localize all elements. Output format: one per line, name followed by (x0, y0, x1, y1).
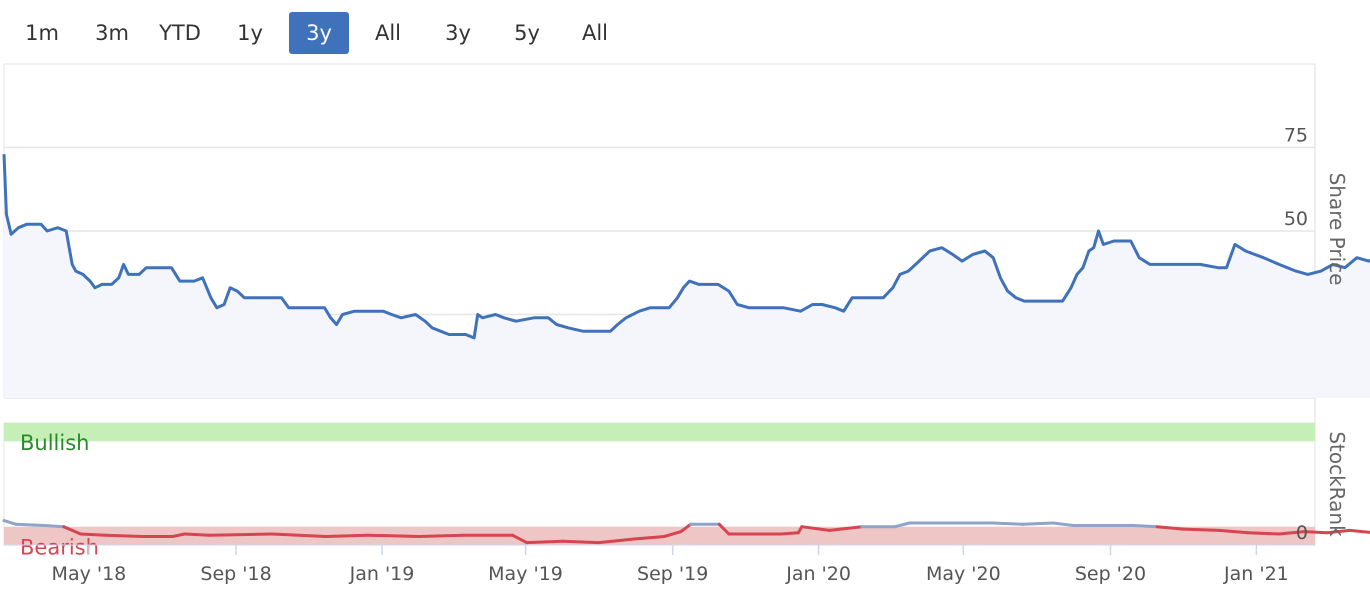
stockrank-line-segment (43, 524, 66, 529)
stockrank-line-segment (104, 533, 145, 538)
price-tick-label: 50 (1284, 208, 1308, 230)
x-tick-label: May '18 (52, 563, 127, 585)
stockrank-axis-title: StockRank (1325, 431, 1349, 537)
range-button-3y-active[interactable]: 3y (289, 12, 349, 54)
stockrank-line-segment (183, 532, 212, 537)
x-tick-label: Sep '20 (1075, 563, 1146, 585)
bullish-label: Bullish (20, 431, 89, 455)
x-tick-label: Jan '21 (1223, 563, 1289, 585)
bearish-label: Bearish (20, 536, 99, 560)
bullish-band (4, 423, 1315, 442)
price-line (2, 154, 1370, 340)
stockrank-line-segment (270, 532, 328, 538)
stockrank-line-segment (990, 521, 1025, 526)
range-button-5y[interactable]: 5y (514, 21, 540, 45)
stockrank-line-segment (1246, 531, 1281, 536)
stockrank-panel: Bullish Bearish 0 StockRank (2, 422, 1370, 560)
price-tick-label: 75 (1284, 125, 1308, 147)
stockrank-line-segment (827, 525, 864, 532)
range-button-ytd[interactable]: YTD (159, 21, 201, 45)
stockrank-line-segment (62, 525, 83, 536)
stockrank-line-segment (2, 519, 18, 526)
stockrank-line-segment (1155, 525, 1185, 531)
range-button-1m[interactable]: 1m (25, 21, 59, 45)
stockrank-line-segment (800, 525, 831, 532)
stockrank-line-segment (597, 537, 638, 545)
stockrank-line-segment (525, 539, 565, 545)
price-panel: 0255075Share Price (2, 63, 1370, 545)
stockrank-line-segment (1131, 524, 1159, 529)
range-button-3m[interactable]: 3m (95, 21, 129, 45)
range-button-all-2[interactable]: All (581, 21, 609, 45)
stockrank-line-segment (171, 532, 187, 538)
price-area (4, 154, 1370, 398)
stockrank-line-segment (1325, 528, 1352, 535)
stockrank-line-segment (1051, 521, 1075, 527)
stockrank-line-segment (79, 532, 108, 537)
range-button-1y[interactable]: 1y (237, 21, 263, 45)
x-axis: May '18 Sep '18 Jan '19 May '19 Sep '19 Jan '… (4, 544, 1315, 585)
share-price-axis-title: Share Price (1325, 173, 1349, 286)
x-tick-label: May '19 (488, 563, 563, 585)
stockrank-line-segment (634, 535, 666, 541)
stockrank-line-segment (510, 533, 529, 545)
x-tick-label: Sep '19 (637, 563, 708, 585)
rank-tick-label: 0 (1296, 522, 1308, 544)
stockrank-line-segment (417, 533, 465, 538)
stockrank-line-segment (1348, 528, 1370, 534)
x-tick-label: May '20 (926, 563, 1001, 585)
range-selector: 1m 3m YTD 1y 3y All 3y 5y All (0, 12, 700, 56)
stockrank-line-segment (324, 533, 370, 538)
stockrank-line-segment (366, 533, 421, 538)
stockrank-line-segment (679, 522, 693, 534)
range-button-3y[interactable]: 3y (445, 21, 471, 45)
stockrank-line-segment (208, 532, 274, 537)
stockrank-line-segment (893, 521, 911, 529)
stockrank-line-segment (717, 522, 731, 536)
stockrank-line-segment (1181, 527, 1221, 532)
range-button-all[interactable]: All (374, 21, 402, 45)
stockrank-line-segment (780, 531, 800, 536)
stockrank-line-segment (662, 530, 683, 538)
x-tick-label: Jan '19 (349, 563, 415, 585)
stockrank-line-segment (14, 522, 47, 527)
stockrank-line-segment (1021, 521, 1055, 526)
stockrank-line-segment (1277, 530, 1306, 536)
x-tick-label: Sep '18 (200, 563, 271, 585)
stockrank-line-segment (1302, 530, 1329, 535)
stockrank-line-segment (1217, 528, 1250, 535)
x-tick-label: Jan '20 (785, 563, 851, 585)
stockrank-line-segment (561, 539, 600, 545)
